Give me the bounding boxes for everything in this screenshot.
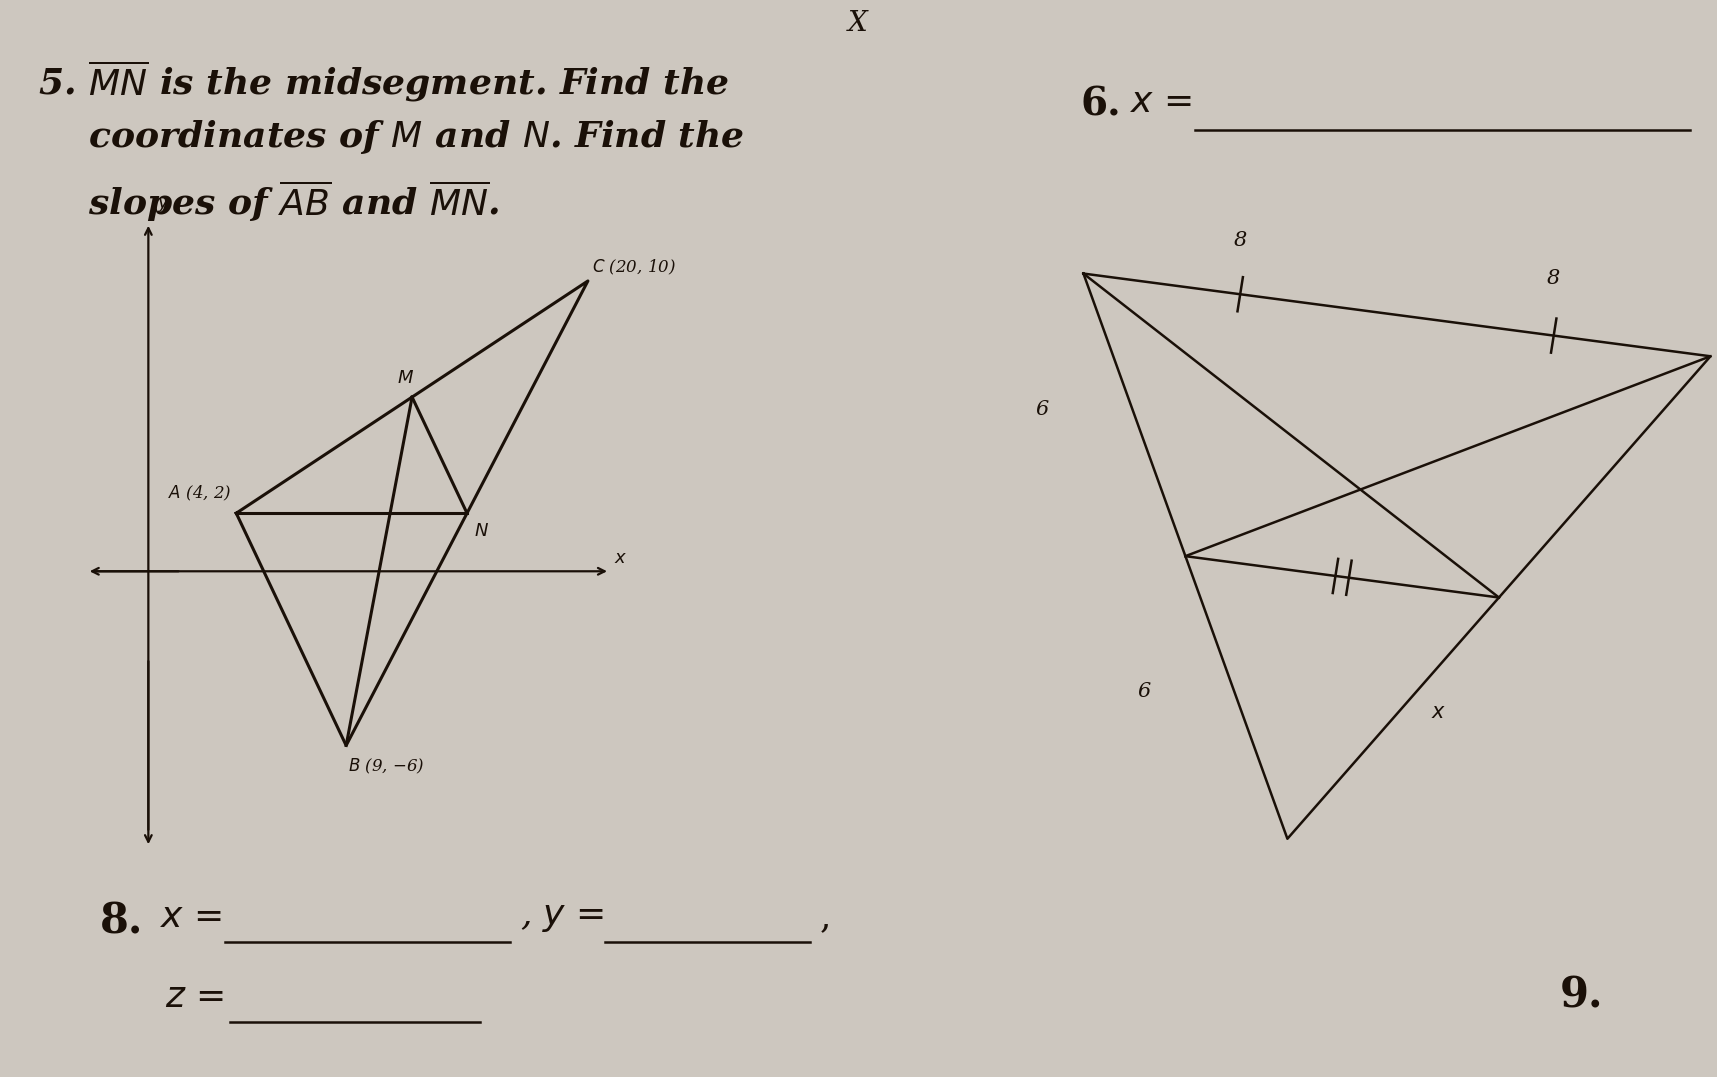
Text: $x$: $x$ xyxy=(615,548,627,567)
Text: 6: 6 xyxy=(1035,400,1049,419)
Text: $A$ (4, 2): $A$ (4, 2) xyxy=(168,484,232,503)
Text: $N$: $N$ xyxy=(474,522,489,541)
Text: $z$ =: $z$ = xyxy=(165,980,223,1015)
Text: $B$ (9, −6): $B$ (9, −6) xyxy=(349,757,424,777)
Text: 5. $\overline{MN}$ is the midsegment. Find the: 5. $\overline{MN}$ is the midsegment. Fi… xyxy=(38,58,730,104)
Text: $x$ =: $x$ = xyxy=(1130,85,1192,118)
Text: $x$ =: $x$ = xyxy=(160,900,221,934)
Text: slopes of $\overline{AB}$ and $\overline{MN}$.: slopes of $\overline{AB}$ and $\overline… xyxy=(38,178,500,224)
Text: 8: 8 xyxy=(1233,230,1247,250)
Text: $x$: $x$ xyxy=(1430,703,1446,723)
Text: $C$ (20, 10): $C$ (20, 10) xyxy=(592,257,676,277)
Text: 6: 6 xyxy=(1137,683,1150,701)
Text: $M$: $M$ xyxy=(397,368,414,387)
Text: 8: 8 xyxy=(1547,269,1561,288)
Text: X: X xyxy=(848,10,867,37)
Text: $y$: $y$ xyxy=(158,196,170,214)
Text: , $y$ =: , $y$ = xyxy=(520,900,604,934)
Text: coordinates of $M$ and $N$. Find the: coordinates of $M$ and $N$. Find the xyxy=(38,118,743,156)
Text: 9.: 9. xyxy=(1561,975,1604,1017)
Text: ,: , xyxy=(821,900,831,934)
Text: 6.: 6. xyxy=(1080,85,1121,123)
Text: 8.: 8. xyxy=(100,900,144,942)
